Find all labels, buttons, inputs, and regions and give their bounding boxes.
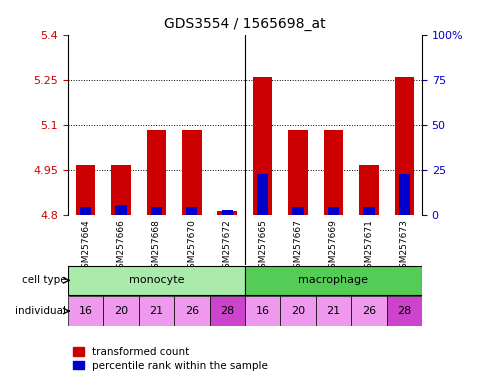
Bar [146,130,166,215]
FancyBboxPatch shape [138,296,174,326]
Text: 21: 21 [149,306,163,316]
Bar [257,174,268,215]
FancyBboxPatch shape [244,296,280,326]
Text: GSM257665: GSM257665 [257,219,267,274]
Text: GSM257669: GSM257669 [328,219,337,274]
Bar [80,207,91,215]
FancyBboxPatch shape [68,266,244,295]
FancyBboxPatch shape [386,296,421,326]
Bar [186,207,197,215]
Bar [182,130,201,215]
Text: GSM257670: GSM257670 [187,219,196,274]
Bar [327,207,338,215]
Bar [323,130,343,215]
FancyBboxPatch shape [174,296,209,326]
Text: 26: 26 [361,306,375,316]
Bar [76,166,95,215]
FancyBboxPatch shape [350,296,386,326]
Text: GSM257664: GSM257664 [81,219,90,274]
FancyBboxPatch shape [315,296,350,326]
Text: 20: 20 [114,306,128,316]
Bar [115,205,126,215]
Bar [287,130,307,215]
Text: monocyte: monocyte [128,275,184,285]
Text: macrophage: macrophage [298,275,368,285]
Text: 28: 28 [396,306,410,316]
Text: GSM257672: GSM257672 [222,219,231,274]
Bar [292,207,303,215]
Title: GDS3554 / 1565698_at: GDS3554 / 1565698_at [164,17,325,31]
Text: GSM257668: GSM257668 [151,219,161,274]
Text: GSM257666: GSM257666 [116,219,125,274]
FancyBboxPatch shape [103,296,138,326]
Bar [363,207,374,215]
Bar [398,174,409,215]
Text: cell type: cell type [21,275,66,285]
Bar [358,166,378,215]
Bar [217,212,237,215]
FancyBboxPatch shape [68,296,103,326]
Text: 26: 26 [184,306,198,316]
FancyBboxPatch shape [280,296,315,326]
Text: 20: 20 [290,306,304,316]
FancyBboxPatch shape [244,266,421,295]
Text: 16: 16 [78,306,92,316]
Text: 21: 21 [326,306,340,316]
Bar [221,210,232,215]
FancyBboxPatch shape [209,296,244,326]
Text: GSM257673: GSM257673 [399,219,408,274]
Text: GSM257667: GSM257667 [293,219,302,274]
Text: individual: individual [15,306,66,316]
Bar [393,77,413,215]
Bar [151,207,162,215]
Text: GSM257671: GSM257671 [363,219,373,274]
Legend: transformed count, percentile rank within the sample: transformed count, percentile rank withi… [73,347,267,371]
Bar [111,166,131,215]
Bar [252,77,272,215]
Text: 28: 28 [220,306,234,316]
Text: 16: 16 [255,306,269,316]
